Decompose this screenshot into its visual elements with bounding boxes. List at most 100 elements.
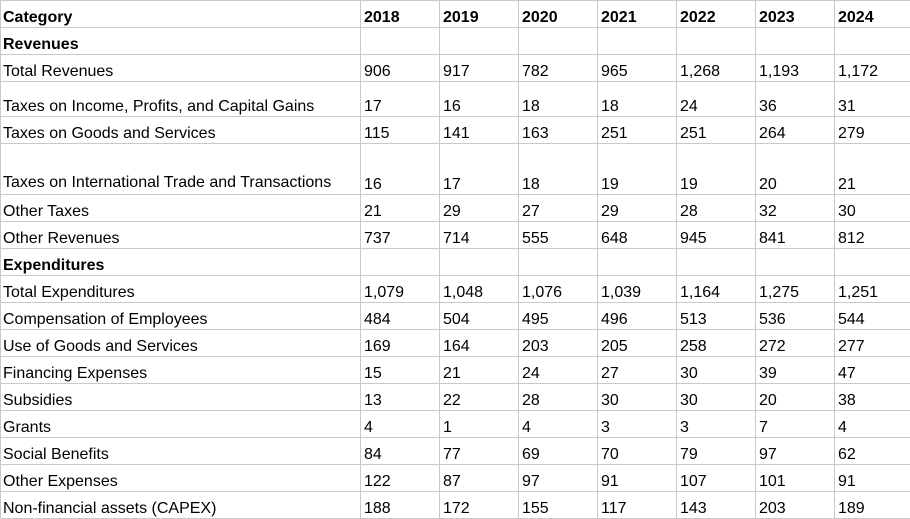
header-cell-year: 2021: [598, 1, 677, 28]
value-cell: 3: [598, 411, 677, 438]
value-cell: 17: [361, 82, 440, 117]
value-cell: 258: [677, 330, 756, 357]
value-cell: 1: [440, 411, 519, 438]
row-label: Taxes on Income, Profits, and Capital Ga…: [1, 82, 361, 117]
value-cell: 21: [835, 144, 910, 195]
header-cell-year: 2020: [519, 1, 598, 28]
value-cell: 16: [440, 82, 519, 117]
value-cell: 737: [361, 222, 440, 249]
value-cell: 24: [519, 357, 598, 384]
value-cell: [756, 28, 835, 55]
value-cell: 496: [598, 303, 677, 330]
value-cell: [361, 28, 440, 55]
value-cell: 31: [835, 82, 910, 117]
value-cell: 513: [677, 303, 756, 330]
value-cell: 172: [440, 492, 519, 519]
value-cell: 97: [519, 465, 598, 492]
value-cell: 1,039: [598, 276, 677, 303]
value-cell: 21: [361, 195, 440, 222]
value-cell: 205: [598, 330, 677, 357]
value-cell: 143: [677, 492, 756, 519]
row-label: Other Expenses: [1, 465, 361, 492]
value-cell: 39: [756, 357, 835, 384]
value-cell: 4: [519, 411, 598, 438]
row-label: Expenditures: [1, 249, 361, 276]
value-cell: 122: [361, 465, 440, 492]
value-cell: 19: [677, 144, 756, 195]
value-cell: 17: [440, 144, 519, 195]
row-label: Taxes on International Trade and Transac…: [1, 144, 361, 195]
value-cell: 917: [440, 55, 519, 82]
value-cell: 3: [677, 411, 756, 438]
value-cell: 782: [519, 55, 598, 82]
value-cell: 27: [598, 357, 677, 384]
value-cell: 13: [361, 384, 440, 411]
value-cell: 29: [598, 195, 677, 222]
value-cell: 97: [756, 438, 835, 465]
value-cell: 16: [361, 144, 440, 195]
value-cell: 1,268: [677, 55, 756, 82]
value-cell: 251: [677, 117, 756, 144]
value-cell: 484: [361, 303, 440, 330]
value-cell: [440, 28, 519, 55]
value-cell: 1,076: [519, 276, 598, 303]
value-cell: 264: [756, 117, 835, 144]
value-cell: 141: [440, 117, 519, 144]
header-cell-year: 2024: [835, 1, 910, 28]
value-cell: 30: [835, 195, 910, 222]
row-label: Revenues: [1, 28, 361, 55]
value-cell: 28: [519, 384, 598, 411]
value-cell: 1,193: [756, 55, 835, 82]
value-cell: 1,164: [677, 276, 756, 303]
value-cell: 79: [677, 438, 756, 465]
header-cell-year: 2019: [440, 1, 519, 28]
value-cell: 812: [835, 222, 910, 249]
value-cell: 32: [756, 195, 835, 222]
value-cell: [519, 249, 598, 276]
value-cell: [677, 249, 756, 276]
value-cell: 18: [519, 82, 598, 117]
row-label: Taxes on Goods and Services: [1, 117, 361, 144]
value-cell: 20: [756, 384, 835, 411]
value-cell: [677, 28, 756, 55]
value-cell: 38: [835, 384, 910, 411]
value-cell: 648: [598, 222, 677, 249]
section-header-row: Expenditures: [1, 249, 910, 276]
table-row: Taxes on Income, Profits, and Capital Ga…: [1, 82, 910, 117]
value-cell: 555: [519, 222, 598, 249]
value-cell: 1,048: [440, 276, 519, 303]
value-cell: 77: [440, 438, 519, 465]
value-cell: 251: [598, 117, 677, 144]
value-cell: 15: [361, 357, 440, 384]
header-cell-category: Category: [1, 1, 361, 28]
value-cell: 47: [835, 357, 910, 384]
header-row: Category 2018 2019 2020 2021 2022 2023 2…: [1, 1, 910, 28]
value-cell: [756, 249, 835, 276]
value-cell: 20: [756, 144, 835, 195]
value-cell: 164: [440, 330, 519, 357]
value-cell: [519, 28, 598, 55]
row-label: Non-financial assets (CAPEX): [1, 492, 361, 519]
value-cell: 30: [677, 357, 756, 384]
value-cell: 107: [677, 465, 756, 492]
value-cell: 19: [598, 144, 677, 195]
value-cell: 277: [835, 330, 910, 357]
value-cell: 714: [440, 222, 519, 249]
value-cell: [835, 249, 910, 276]
value-cell: 188: [361, 492, 440, 519]
value-cell: 203: [519, 330, 598, 357]
value-cell: 495: [519, 303, 598, 330]
row-label: Use of Goods and Services: [1, 330, 361, 357]
value-cell: 203: [756, 492, 835, 519]
